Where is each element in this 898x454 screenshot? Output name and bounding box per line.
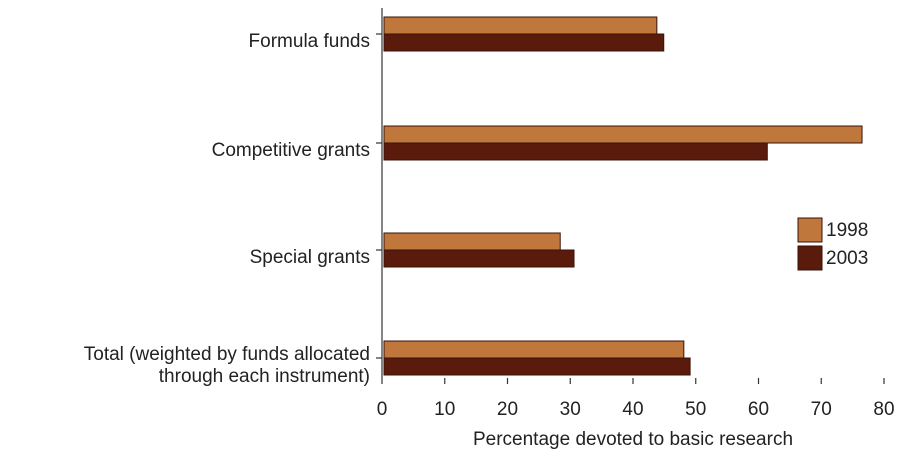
bar [383, 249, 575, 268]
x-tick-label: 70 [811, 399, 832, 420]
x-tick-label: 60 [748, 399, 769, 420]
bar [383, 125, 863, 144]
legend-swatch [797, 217, 823, 243]
y-tick-label: Formula funds [249, 31, 370, 52]
bar [383, 340, 685, 359]
bar [383, 33, 665, 52]
x-tick-label: 40 [622, 399, 643, 420]
x-tick-label: 30 [560, 399, 581, 420]
x-tick-label: 50 [685, 399, 706, 420]
y-tick-label: Total (weighted by funds allocated throug… [84, 344, 370, 387]
x-tick-label: 0 [377, 399, 388, 420]
x-tick-label: 80 [873, 399, 894, 420]
x-axis-label: Percentage devoted to basic research [473, 429, 793, 450]
bar [383, 232, 561, 251]
legend-label: 1998 [826, 220, 868, 241]
x-tick-label: 10 [434, 399, 455, 420]
bar [383, 142, 768, 161]
bar [383, 16, 658, 35]
y-tick-label: Special grants [250, 247, 370, 268]
legend-swatch [797, 245, 823, 271]
legend-label: 2003 [826, 248, 868, 269]
x-tick-label: 20 [497, 399, 518, 420]
bar [383, 357, 691, 376]
y-tick-label: Competitive grants [212, 140, 370, 161]
